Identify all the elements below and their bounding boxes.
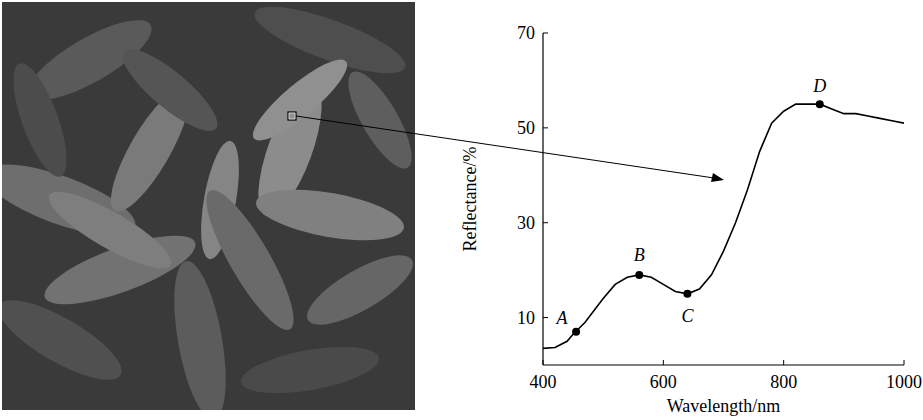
leaf [112,38,227,143]
photo [2,2,415,410]
x-tick-label: 400 [530,372,557,392]
x-tick [904,360,905,365]
annotation-label: B [634,245,645,265]
leaf [238,338,383,402]
annotation-point [683,290,691,298]
arrow-line [296,116,714,178]
figure: 400 600 800 1000 10 30 50 70 Wavelength/nm Reflec… [0,0,923,420]
annotation-point [635,271,643,279]
annotation-point [572,328,580,336]
annotation-point [816,100,824,108]
x-axis [543,364,904,365]
y-tick-label: 10 [517,308,535,328]
y-tick-label: 70 [517,23,535,43]
leaf [3,57,78,182]
x-tick-label: 600 [650,372,677,392]
reflectance-line [543,104,904,348]
plot-area [543,100,904,348]
x-tick [663,360,664,365]
annotation-label: D [812,76,826,96]
y-tick [543,33,548,34]
leaf [244,49,356,151]
annotation-label: A [556,308,569,328]
y-axis [542,33,543,365]
y-tick-label: 30 [517,213,535,233]
leaf [164,257,235,410]
leaf [337,63,415,176]
leaf [2,286,132,394]
leaf [252,180,407,249]
y-tick [543,127,548,128]
x-tick [543,360,544,365]
leaf [40,179,179,280]
sample-box-inner [289,113,295,119]
sample-box [288,112,296,120]
y-tick [543,317,548,318]
arrow-head [711,173,724,182]
x-tick [783,360,784,365]
y-tick [543,222,548,223]
y-tick-label: 50 [517,118,535,138]
x-tick-label: 800 [770,372,797,392]
annotation-label: C [681,306,694,326]
x-tick-label: 1000 [886,372,922,392]
leaf [298,243,415,338]
y-axis-title: Reflectance/% [460,147,480,252]
x-axis-title: Wavelength/nm [667,396,781,416]
